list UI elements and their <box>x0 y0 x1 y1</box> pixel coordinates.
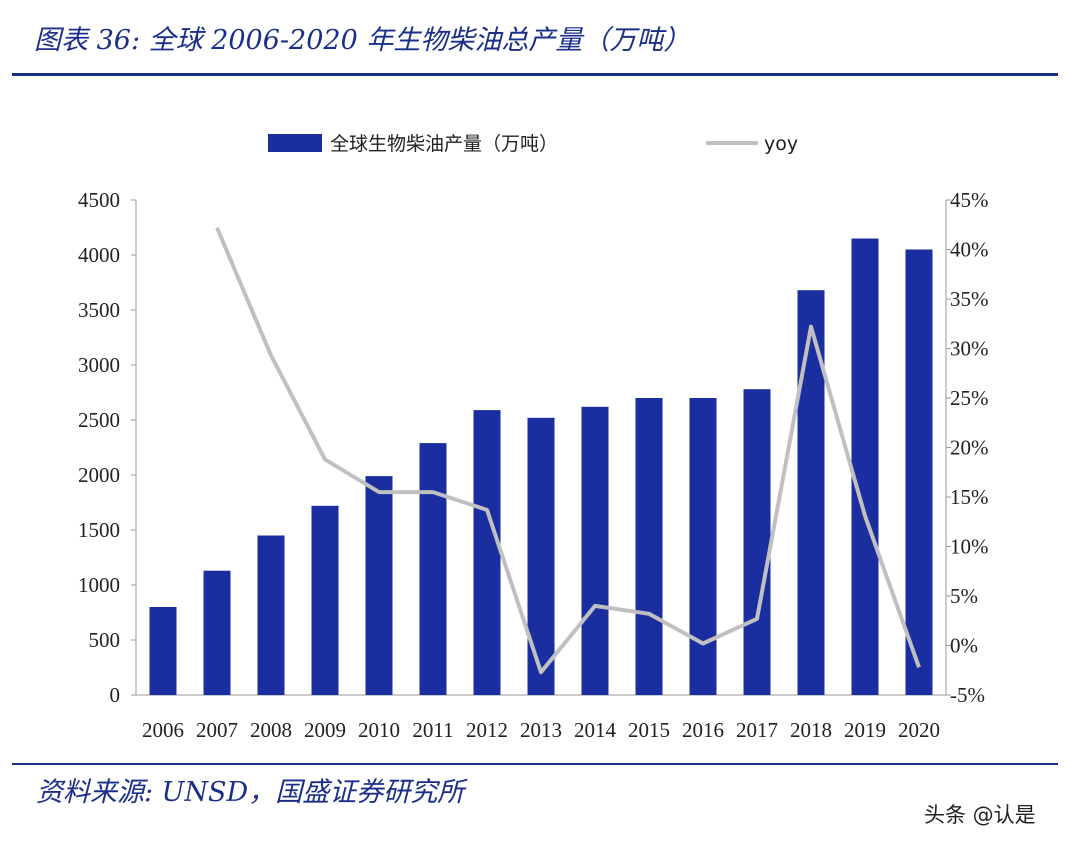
yoy-line <box>215 226 921 675</box>
left-tick-label: 3000 <box>78 353 120 377</box>
x-tick-label: 2012 <box>466 718 508 742</box>
left-tick-label: 500 <box>89 628 121 652</box>
bar-series <box>149 238 933 695</box>
left-tick-label: 4000 <box>78 243 120 267</box>
right-tick-label: 15% <box>950 485 989 509</box>
x-tick-label: 2020 <box>898 718 940 742</box>
bar-2014 <box>581 406 609 695</box>
source-note: 资料来源: UNSD，国盛证券研究所 <box>36 777 465 808</box>
title-underline <box>12 73 1058 76</box>
left-tick-label: 1000 <box>78 573 120 597</box>
bar-2007 <box>203 570 231 695</box>
bar-2012 <box>473 410 501 695</box>
bar-2017 <box>743 389 771 695</box>
bar-2020 <box>905 249 933 695</box>
yoy-line-series <box>215 226 921 675</box>
chart-legend: 全球生物柴油产量（万吨） yoy <box>268 133 798 155</box>
x-tick-label: 2009 <box>304 718 346 742</box>
watermark: 头条 @认是 <box>924 803 1036 827</box>
x-tick-label: 2006 <box>142 718 184 742</box>
right-tick-label: 0% <box>950 634 978 658</box>
left-tick-label: 2000 <box>78 463 120 487</box>
x-tick-label: 2015 <box>628 718 670 742</box>
bar-2019 <box>851 238 879 695</box>
x-tick-label: 2011 <box>412 718 453 742</box>
right-tick-label: 35% <box>950 287 989 311</box>
bar-2018 <box>797 290 825 695</box>
bar-2008 <box>257 535 285 695</box>
bar-2010 <box>365 476 393 695</box>
source-separator <box>12 763 1058 765</box>
x-tick-label: 2014 <box>574 718 617 742</box>
legend-swatch-production <box>268 134 322 152</box>
legend-label-production: 全球生物柴油产量（万吨） <box>330 133 558 155</box>
biodiesel-chart: 全球生物柴油产量（万吨） yoy 0 500 1000 1500 2000 2500 300… <box>78 133 989 742</box>
left-tick-label: 3500 <box>78 298 120 322</box>
x-tick-label: 2007 <box>196 718 238 742</box>
right-tick-label: 40% <box>950 238 989 262</box>
bar-2009 <box>311 505 339 695</box>
legend-label-yoy: yoy <box>764 133 798 155</box>
right-tick-label: 25% <box>950 386 989 410</box>
right-tick-label: 10% <box>950 535 989 559</box>
x-tick-label: 2017 <box>736 718 778 742</box>
left-tick-label: 2500 <box>78 408 120 432</box>
right-tick-label: 30% <box>950 337 989 361</box>
x-tick-label: 2018 <box>790 718 832 742</box>
left-tick-label: 0 <box>110 683 121 707</box>
right-tick-label: 45% <box>950 188 989 212</box>
x-tick-label: 2016 <box>682 718 724 742</box>
x-tick-label: 2013 <box>520 718 562 742</box>
x-tick-label: 2019 <box>844 718 886 742</box>
axes: 0 500 1000 1500 2000 2500 3000 3500 4000 4500 -5% 0… <box>78 188 989 742</box>
bar-2013 <box>527 417 555 695</box>
x-tick-label: 2010 <box>358 718 400 742</box>
x-tick-label: 2008 <box>250 718 292 742</box>
left-tick-label: 1500 <box>78 518 120 542</box>
bar-2015 <box>635 398 663 695</box>
bar-2006 <box>149 607 177 695</box>
right-tick-label: 5% <box>950 584 978 608</box>
right-tick-label: 20% <box>950 436 989 460</box>
right-tick-label: -5% <box>950 683 985 707</box>
figure-title: 图表 36: 全球 2006-2020 年生物柴油总产量（万吨） <box>34 25 691 56</box>
bar-2016 <box>689 398 717 695</box>
bar-2011 <box>419 443 447 695</box>
left-tick-label: 4500 <box>78 188 120 212</box>
